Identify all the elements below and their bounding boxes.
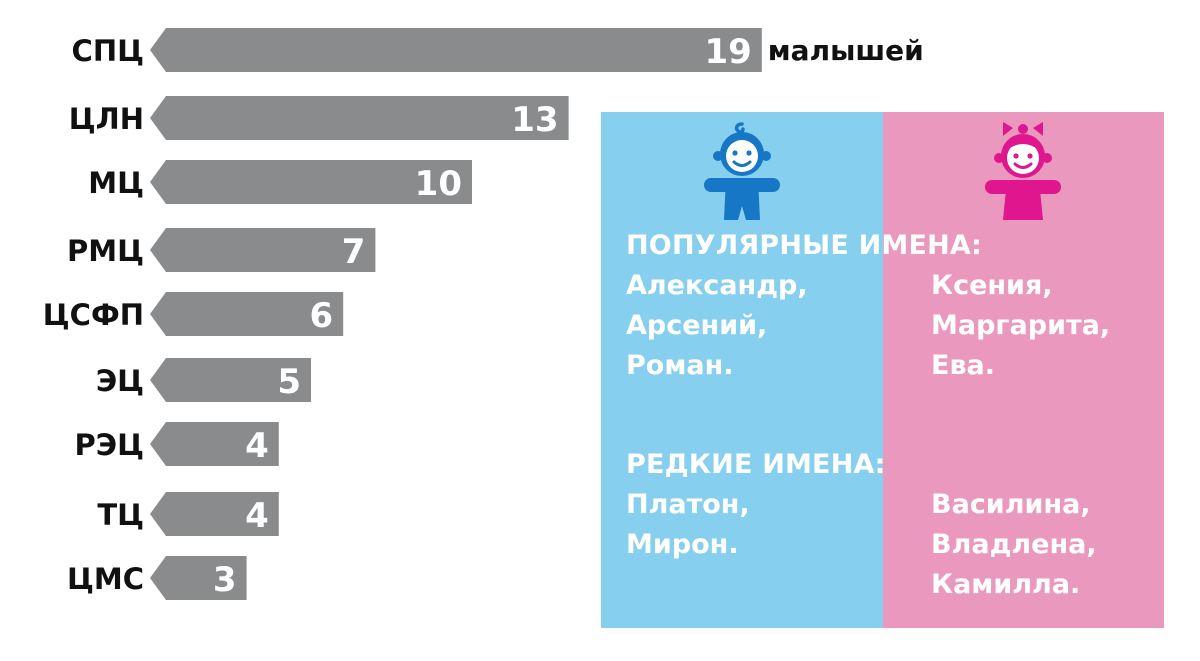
category-label-9: ЦМС bbox=[67, 562, 144, 596]
category-label-6: ЭЦ bbox=[96, 364, 144, 398]
value-label-4: 7 bbox=[342, 232, 366, 272]
category-label-5: ЦСФП bbox=[43, 298, 144, 332]
bar-8 bbox=[150, 492, 279, 536]
girl-rare-name-1: Василина, bbox=[931, 489, 1091, 520]
names-panel: ПОПУЛЯРНЫЕ ИМЕНА: Александр, Арсений, Ро… bbox=[601, 112, 1164, 628]
baby-boy-icon bbox=[702, 120, 782, 222]
value-label-1: 19 bbox=[704, 32, 751, 72]
value-label-9: 3 bbox=[213, 560, 237, 600]
baby-girl-icon bbox=[983, 120, 1063, 222]
value-label-3: 10 bbox=[415, 164, 462, 204]
bar-4 bbox=[150, 228, 376, 272]
bar-5 bbox=[150, 292, 344, 336]
value-label-8: 4 bbox=[245, 496, 269, 536]
value-unit-label: малышей bbox=[768, 34, 924, 67]
category-label-2: ЦЛН bbox=[69, 102, 144, 136]
boy-popular-name-3: Роман. bbox=[626, 350, 734, 381]
boy-popular-name-1: Александр, bbox=[626, 270, 808, 301]
boy-popular-name-2: Арсений, bbox=[626, 310, 768, 341]
category-label-4: РМЦ bbox=[67, 234, 144, 268]
value-label-2: 13 bbox=[511, 100, 558, 140]
girl-rare-name-2: Владлена, bbox=[931, 529, 1097, 560]
girl-popular-name-1: Ксения, bbox=[931, 270, 1053, 301]
girl-rare-name-3: Камилла. bbox=[931, 569, 1081, 600]
bar-2 bbox=[150, 96, 569, 140]
girl-popular-name-2: Маргарита, bbox=[931, 310, 1111, 341]
boy-rare-name-1: Платон, bbox=[626, 489, 750, 520]
boy-rare-name-2: Мирон. bbox=[626, 529, 739, 560]
category-label-3: МЦ bbox=[88, 166, 144, 200]
bar-1 bbox=[150, 28, 762, 72]
bar-3 bbox=[150, 160, 472, 204]
category-label-1: СПЦ bbox=[72, 34, 144, 68]
rare-names-heading: РЕДКИЕ ИМЕНА: bbox=[626, 449, 886, 480]
popular-names-heading: ПОПУЛЯРНЫЕ ИМЕНА: bbox=[626, 230, 982, 261]
value-label-6: 5 bbox=[277, 362, 301, 402]
value-label-7: 4 bbox=[245, 426, 269, 466]
category-label-8: ТЦ bbox=[97, 498, 144, 532]
girl-popular-name-3: Ева. bbox=[931, 350, 996, 381]
bar-9 bbox=[150, 556, 247, 600]
bar-7 bbox=[150, 422, 279, 466]
bar-6 bbox=[150, 358, 311, 402]
value-label-5: 6 bbox=[310, 296, 334, 336]
category-label-7: РЭЦ bbox=[75, 428, 144, 462]
